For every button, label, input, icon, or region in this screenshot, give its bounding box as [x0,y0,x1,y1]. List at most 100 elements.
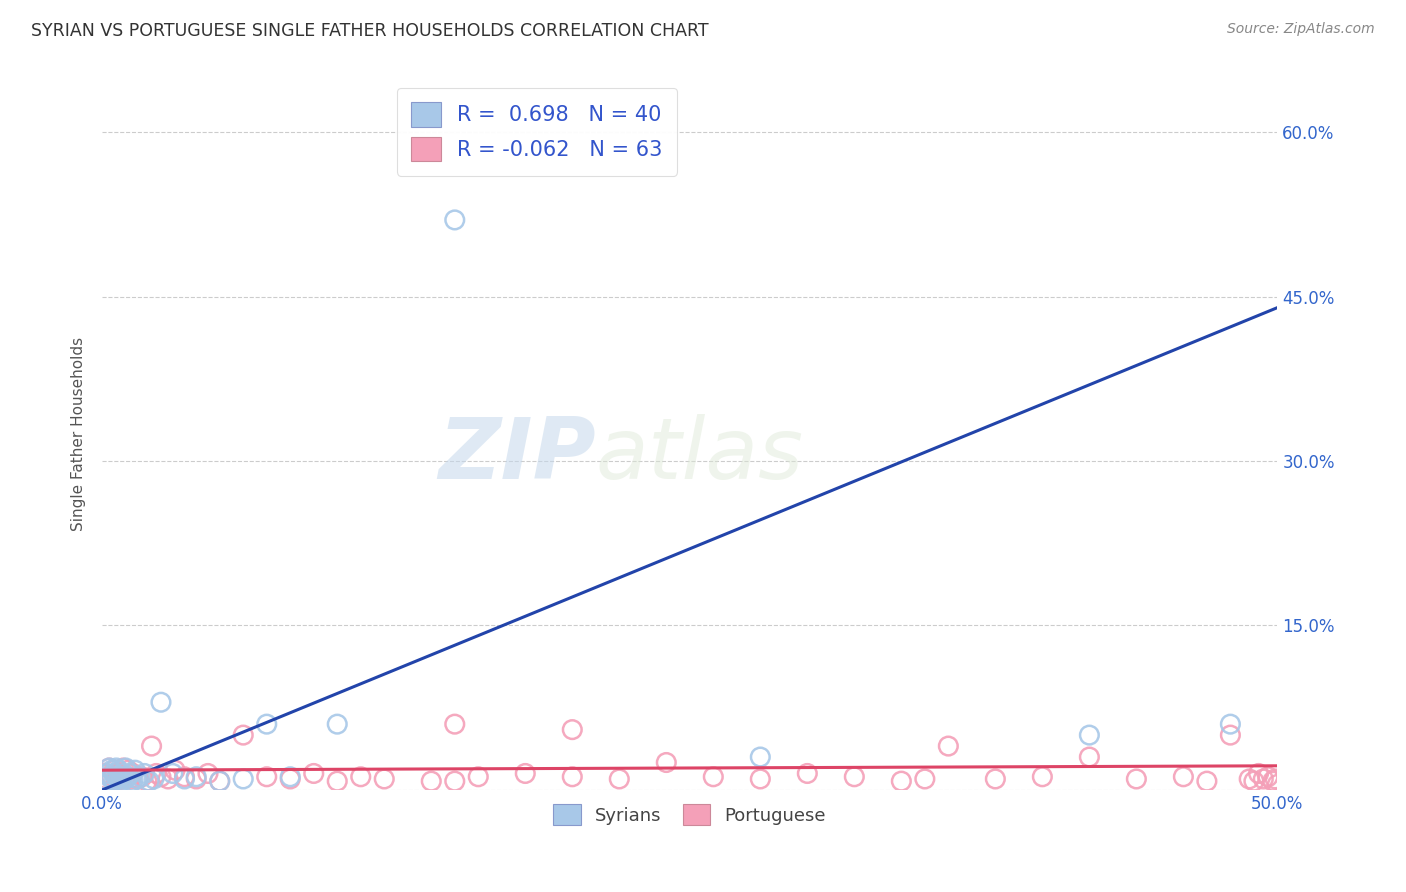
Text: atlas: atlas [596,414,804,497]
Point [142,772,165,786]
Point [105,770,128,784]
Point [121,774,143,789]
Legend: Syrians, Portuguese: Syrians, Portuguese [544,796,835,834]
Point [515,766,537,780]
Point [134,766,156,780]
Point [135,774,157,789]
Point [157,772,180,786]
Point [100,772,122,786]
Point [165,763,187,777]
Point [117,770,139,784]
Text: Source: ZipAtlas.com: Source: ZipAtlas.com [1227,22,1375,37]
Point [145,766,167,780]
Point [607,772,630,786]
Point [114,761,136,775]
Point [1219,728,1241,742]
Point [278,770,301,784]
Point [1078,728,1101,742]
Point [443,213,465,227]
Point [1243,774,1265,789]
Point [149,770,172,784]
Point [120,772,142,786]
Point [186,772,208,786]
Point [256,717,278,731]
Point [749,750,772,764]
Point [1125,772,1147,786]
Point [1261,774,1284,789]
Point [98,761,121,775]
Point [890,774,912,789]
Point [1031,770,1053,784]
Point [844,770,866,784]
Point [1237,772,1260,786]
Point [103,763,125,777]
Point [114,770,136,784]
Point [1219,717,1241,731]
Point [96,774,118,789]
Point [173,770,195,784]
Point [114,772,136,786]
Point [1253,772,1275,786]
Point [1267,777,1289,791]
Point [173,772,195,786]
Point [232,772,254,786]
Point [107,763,129,777]
Point [197,766,219,780]
Point [96,772,118,786]
Point [1195,774,1218,789]
Point [749,772,772,786]
Point [149,695,172,709]
Point [914,772,936,786]
Point [232,728,254,742]
Point [120,766,142,780]
Point [467,770,489,784]
Point [127,772,149,786]
Point [796,766,818,780]
Point [1173,770,1195,784]
Point [105,761,128,775]
Point [93,766,115,780]
Point [278,772,301,786]
Point [127,772,149,786]
Point [350,770,373,784]
Point [326,774,349,789]
Point [420,774,443,789]
Point [124,763,146,777]
Point [208,774,231,789]
Point [1264,772,1286,786]
Point [93,772,115,786]
Point [110,772,132,786]
Point [98,770,121,784]
Point [131,770,153,784]
Point [302,766,325,780]
Point [110,774,132,789]
Text: SYRIAN VS PORTUGUESE SINGLE FATHER HOUSEHOLDS CORRELATION CHART: SYRIAN VS PORTUGUESE SINGLE FATHER HOUSE… [31,22,709,40]
Point [112,766,135,780]
Point [100,770,122,784]
Point [443,717,465,731]
Point [103,774,125,789]
Point [373,772,395,786]
Point [702,770,724,784]
Point [1078,750,1101,764]
Point [103,766,125,780]
Point [98,761,121,775]
Point [984,772,1007,786]
Point [443,774,465,789]
Point [105,774,128,789]
Point [326,717,349,731]
Text: ZIP: ZIP [439,414,596,497]
Point [138,774,160,789]
Point [162,766,184,780]
Point [561,723,583,737]
Point [1247,766,1270,780]
Point [112,761,135,775]
Point [208,774,231,789]
Point [110,770,132,784]
Point [186,770,208,784]
Point [141,739,163,753]
Point [107,772,129,786]
Point [107,766,129,780]
Y-axis label: Single Father Households: Single Father Households [72,336,86,531]
Point [1257,770,1279,784]
